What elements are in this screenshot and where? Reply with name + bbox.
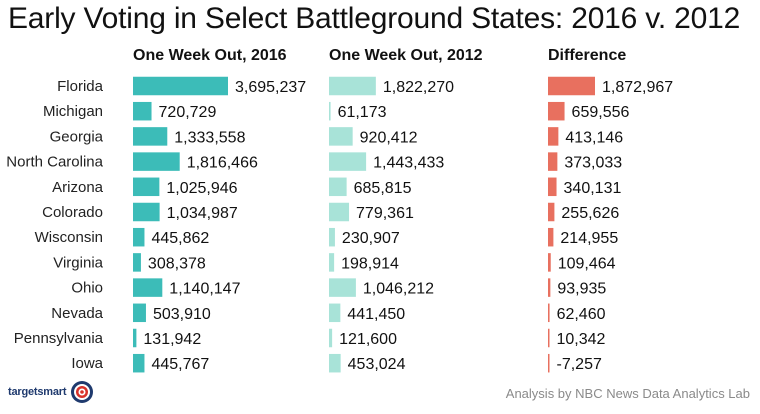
value-label: 1,872,967 <box>602 79 673 96</box>
bar-3 <box>548 202 555 222</box>
chart-title: Early Voting in Select Battleground Stat… <box>8 2 741 35</box>
bar-1 <box>133 127 168 146</box>
bar-1 <box>133 253 141 272</box>
value-label: 1,443,433 <box>373 155 444 172</box>
state-label: Nevada <box>51 305 103 322</box>
bar-1 <box>133 353 145 373</box>
state-label: Michigan <box>43 103 103 120</box>
value-label: 308,378 <box>148 255 206 272</box>
bar-3 <box>548 303 550 323</box>
value-label: 93,935 <box>557 281 606 298</box>
value-label: 659,556 <box>572 104 630 121</box>
column-header-2: One Week Out, 2012 <box>329 47 483 64</box>
state-label: Iowa <box>71 355 103 372</box>
value-label: 62,460 <box>557 306 606 323</box>
value-label: 1,046,212 <box>363 281 434 298</box>
column-header-3: Difference <box>548 47 626 64</box>
bar-3 <box>548 152 558 171</box>
bar-3 <box>548 328 550 348</box>
bar-2 <box>329 76 376 96</box>
value-label: 255,626 <box>561 205 619 222</box>
value-label: 3,695,237 <box>235 79 306 96</box>
state-label: Georgia <box>50 128 104 145</box>
value-label: 340,131 <box>564 180 622 197</box>
value-label: 445,767 <box>151 356 209 373</box>
bar-1 <box>133 152 180 171</box>
value-label: 441,450 <box>347 306 405 323</box>
state-label: Colorado <box>42 204 103 221</box>
value-label: 373,033 <box>564 155 622 172</box>
state-label: Ohio <box>71 280 103 297</box>
bar-1 <box>133 76 228 96</box>
bar-2 <box>329 202 350 222</box>
bar-3 <box>548 127 559 146</box>
bar-2 <box>329 253 335 272</box>
value-label: 1,034,987 <box>167 205 238 222</box>
state-label: Wisconsin <box>35 229 103 246</box>
value-label: 413,146 <box>565 129 623 146</box>
value-label: 230,907 <box>342 230 400 247</box>
value-label: 920,412 <box>360 129 418 146</box>
value-label: 445,862 <box>151 230 209 247</box>
state-label: Florida <box>57 78 104 95</box>
value-label: 1,333,558 <box>174 129 245 146</box>
logo-text: targetsmart <box>8 386 67 398</box>
bar-3 <box>548 76 595 96</box>
value-label: 1,025,946 <box>166 180 237 197</box>
bar-1 <box>133 202 160 222</box>
value-label: 720,729 <box>159 104 217 121</box>
bar-1 <box>133 101 152 121</box>
bar-3 <box>548 353 550 373</box>
bar-1 <box>133 227 145 247</box>
value-label: 779,361 <box>356 205 414 222</box>
bar-3 <box>548 227 554 247</box>
bar-1 <box>133 303 146 323</box>
bar-3 <box>548 101 565 121</box>
state-label: Arizona <box>52 179 104 196</box>
value-label: 61,173 <box>338 104 387 121</box>
bar-1 <box>133 177 160 197</box>
target-icon <box>71 381 94 403</box>
bar-2 <box>329 303 341 323</box>
value-label: 503,910 <box>153 306 211 323</box>
value-label: 453,024 <box>348 356 406 373</box>
bar-chart: One Week Out, 2016 One Week Out, 2012 Diff… <box>6 47 673 373</box>
value-label: 214,955 <box>560 230 618 247</box>
bar-2 <box>329 278 356 297</box>
value-label: 109,464 <box>558 255 616 272</box>
value-label: 10,342 <box>557 331 606 348</box>
value-label: 685,815 <box>354 180 412 197</box>
bar-3 <box>548 278 551 297</box>
value-label: 1,816,466 <box>187 155 258 172</box>
bar-3 <box>548 177 557 197</box>
value-label: 121,600 <box>339 331 397 348</box>
bar-1 <box>133 278 163 297</box>
bar-2 <box>329 177 347 197</box>
column-header-1: One Week Out, 2016 <box>133 47 287 64</box>
bar-1 <box>133 328 137 348</box>
value-label: 198,914 <box>341 255 399 272</box>
credit-text: Analysis by NBC News Data Analytics Lab <box>505 386 750 401</box>
state-label: Pennsylvania <box>14 330 104 347</box>
value-label: 1,140,147 <box>169 281 240 298</box>
bar-3 <box>548 253 551 272</box>
bar-2 <box>329 353 341 373</box>
targetsmart-logo: targetsmart <box>8 380 94 404</box>
bar-2 <box>329 127 353 146</box>
bar-2 <box>329 328 333 348</box>
bar-2 <box>329 101 331 121</box>
value-label: -7,257 <box>557 356 602 373</box>
state-label: North Carolina <box>6 154 103 171</box>
bar-2 <box>329 227 335 247</box>
bar-2 <box>329 152 367 171</box>
value-label: 131,942 <box>143 331 201 348</box>
value-label: 1,822,270 <box>383 79 454 96</box>
state-label: Virginia <box>53 254 103 271</box>
